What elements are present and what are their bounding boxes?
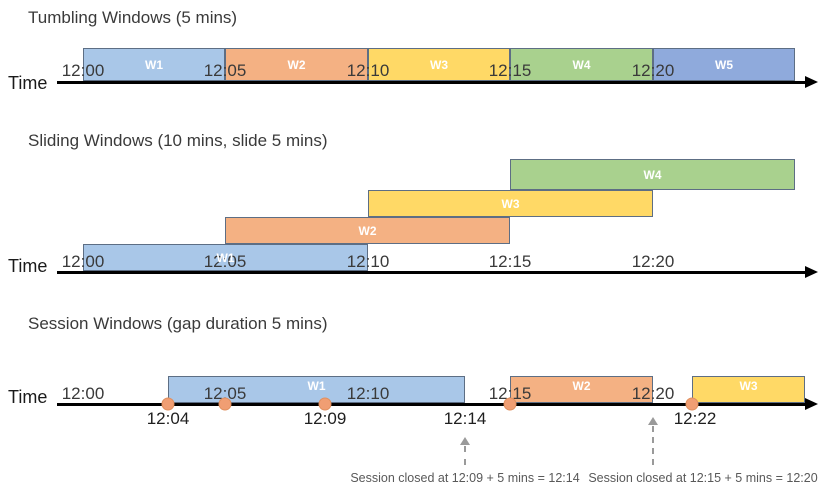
session-title: Session Windows (gap duration 5 mins) [28, 314, 328, 333]
session-axis [57, 403, 806, 406]
sliding-window-w3: W3 [368, 190, 653, 217]
tumbling-window-w3: W3 [368, 48, 510, 81]
sliding-window-w2: W2 [225, 217, 510, 244]
tumbling-tick-12-15: 12:15 [488, 61, 532, 80]
tumbling-axis [57, 81, 806, 84]
sliding-window-label-w2: W2 [358, 223, 377, 238]
tumbling-window-label-w5: W5 [715, 57, 733, 72]
session-axis-arrowhead-icon [805, 398, 818, 411]
tumbling-window-label-w1: W1 [145, 57, 163, 72]
tumbling-window-w4: W4 [510, 48, 653, 81]
session-callout-annotation-0: Session closed at 12:09 + 5 mins = 12:14 [350, 471, 580, 485]
tumbling-tick-12-05: 12:05 [203, 61, 247, 80]
sliding-tick-12-00: 12:00 [61, 252, 105, 271]
sliding-tick-12-20: 12:20 [631, 252, 675, 271]
session-event-dot-1 [218, 397, 232, 411]
tumbling-title: Tumbling Windows (5 mins) [28, 8, 238, 27]
tumbling-tick-12-20: 12:20 [631, 61, 675, 80]
session-time-axis-label: Time [8, 387, 48, 407]
sliding-axis [57, 271, 806, 274]
sliding-window-w1: W1 [83, 244, 368, 271]
session-window-w3: W3 [692, 376, 805, 403]
sliding-time-axis-label: Time [8, 256, 48, 276]
tumbling-window-label-w4: W4 [572, 57, 591, 72]
session-window-label-w1: W1 [307, 379, 326, 393]
tumbling-window-label-w3: W3 [430, 57, 448, 72]
session-tick-12-00: 12:00 [61, 384, 105, 403]
sliding-window-w4: W4 [510, 159, 795, 190]
sliding-tick-12-15: 12:15 [488, 252, 532, 271]
session-event-label-12-04: 12:04 [146, 409, 190, 428]
session-window-w1: W1 [168, 376, 465, 403]
session-callout-dashed-line-1 [652, 426, 654, 465]
sliding-window-label-w3: W3 [501, 196, 520, 211]
tumbling-axis-arrowhead-icon [805, 76, 818, 89]
sliding-axis-arrowhead-icon [805, 266, 818, 279]
tumbling-window-w2: W2 [225, 48, 368, 81]
sliding-title: Sliding Windows (10 mins, slide 5 mins) [28, 131, 328, 150]
session-tick-12-15: 12:15 [488, 384, 532, 403]
session-callout-dashed-line-0 [464, 446, 466, 465]
session-window-w2: W2 [510, 376, 653, 403]
sliding-tick-12-10: 12:10 [346, 252, 390, 271]
sliding-window-label-w4: W4 [643, 167, 662, 182]
session-event-label-12-22: 12:22 [673, 409, 717, 428]
tumbling-window-w1: W1 [83, 48, 225, 81]
session-event-label-12-14: 12:14 [443, 409, 487, 428]
session-window-label-w2: W2 [572, 379, 591, 393]
tumbling-tick-12-00: 12:00 [61, 61, 105, 80]
session-callout-arrowhead-icon-1 [648, 417, 658, 425]
session-tick-12-05: 12:05 [203, 384, 247, 403]
sliding-window-label-w1: W1 [216, 250, 235, 265]
session-event-dot-3 [503, 397, 517, 411]
session-window-label-w3: W3 [739, 379, 758, 393]
session-callout-arrowhead-icon-0 [460, 437, 470, 445]
tumbling-time-axis-label: Time [8, 73, 48, 93]
session-event-dot-4 [685, 397, 699, 411]
session-event-dot-0 [161, 397, 175, 411]
session-event-label-12-09: 12:09 [303, 409, 347, 428]
session-tick-12-10: 12:10 [346, 384, 390, 403]
session-tick-12-20: 12:20 [631, 384, 675, 403]
tumbling-tick-12-10: 12:10 [346, 61, 390, 80]
tumbling-window-w5: W5 [653, 48, 795, 81]
session-callout-annotation-1: Session closed at 12:15 + 5 mins = 12:20 [588, 471, 818, 485]
session-event-dot-2 [318, 397, 332, 411]
sliding-tick-12-05: 12:05 [203, 252, 247, 271]
tumbling-window-label-w2: W2 [287, 57, 306, 72]
